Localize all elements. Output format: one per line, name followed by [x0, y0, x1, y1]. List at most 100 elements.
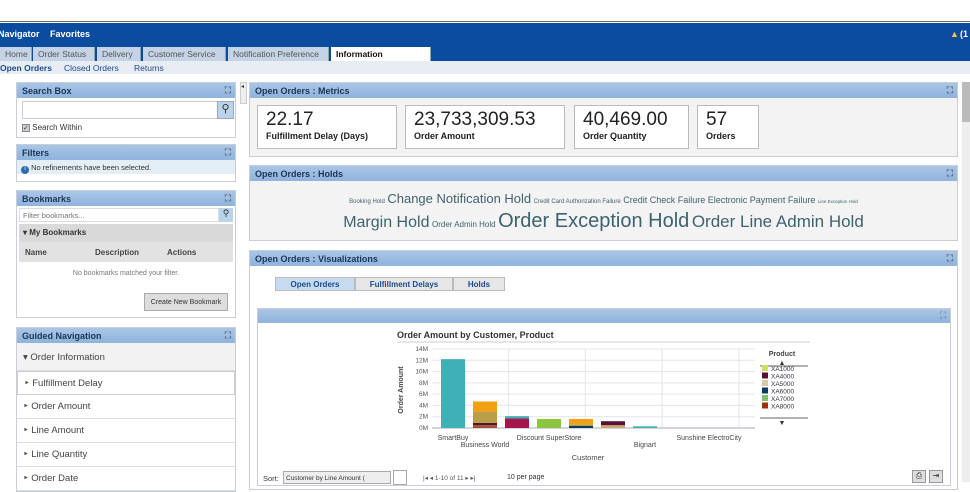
y-tick-label: 8M [419, 380, 428, 387]
filter-bookmarks-input[interactable] [19, 208, 219, 222]
maximize-icon[interactable]: ⛶ [946, 253, 953, 263]
nav-item-line-quantity[interactable]: ‣ Line Quantity [17, 443, 235, 467]
hold-order-admin[interactable]: Order Admin Hold [431, 220, 496, 229]
holds-panel: Open Orders : Holds ⛶ Booking Hold Change… [249, 165, 958, 241]
item-label: Order Date [31, 473, 79, 484]
col-name[interactable]: Name [25, 248, 47, 257]
metric-value: 22.17 [266, 109, 314, 130]
tab-customer-service[interactable]: Customer Service [143, 47, 226, 61]
print-icon[interactable]: ⎙ [912, 470, 926, 483]
metrics-panel: Open Orders : Metrics ⛶ 22.17 Fulfillment … [249, 82, 958, 157]
item-label: Fulfillment Delay [32, 378, 103, 389]
navigator-menu[interactable]: Navigator [0, 29, 40, 39]
bell-icon[interactable]: ▲ [950, 29, 959, 39]
x-tick-label: Bignart [634, 442, 656, 449]
holds-cloud-row2: Margin Hold Order Admin Hold Order Excep… [250, 210, 957, 233]
maximize-icon[interactable]: ⛶ [224, 330, 231, 340]
y-tick-label: 2M [419, 414, 428, 421]
panel-title: Search Box [22, 86, 72, 96]
search-within-checkbox[interactable]: ✓ Search Within [22, 123, 83, 132]
per-page[interactable]: 10 per page [507, 474, 545, 481]
filters-panel: Filters ⛶ i No refinements have been sele… [16, 144, 236, 182]
tab-delivery[interactable]: Delivery [97, 47, 141, 61]
metric-value: 40,469.00 [583, 109, 668, 130]
metric-order-quantity[interactable]: 40,469.00 Order Quantity [574, 105, 689, 149]
sort-direction-button[interactable] [393, 470, 407, 485]
col-actions[interactable]: Actions [167, 248, 197, 257]
subnav-open-orders[interactable]: Open Orders [0, 63, 52, 73]
maximize-icon[interactable]: ⛶ [946, 85, 953, 95]
pager[interactable]: |◂ ◂ 1-10 of 11 ▸ ▸| [423, 475, 476, 482]
favorites-menu[interactable]: Favorites [50, 29, 91, 39]
tab-notification-preference[interactable]: Notification Preference [228, 47, 329, 61]
group-label: My Bookmarks [29, 228, 87, 237]
maximize-icon[interactable]: ⛶ [946, 168, 953, 178]
legend-label: XA4000 [771, 374, 795, 381]
filters-message: No refinements have been selected. [31, 163, 152, 172]
bar-segment [505, 418, 529, 428]
item-label: Line Quantity [31, 449, 88, 460]
search-within-label: Search Within [32, 123, 83, 132]
y-tick-label: 4M [419, 402, 428, 409]
collapse-sidebar-handle[interactable]: ◂ [240, 82, 247, 104]
legend-label: XA7000 [771, 396, 795, 403]
hold-credit-check[interactable]: Credit Check Failure [623, 195, 706, 205]
scrollbar[interactable] [962, 82, 970, 482]
maximize-icon[interactable]: ⛶ [224, 85, 231, 95]
viz-tab-fulfillment-delays[interactable]: Fulfillment Delays [355, 277, 453, 291]
chart-title: Order Amount by Customer, Product [397, 330, 554, 340]
bar-segment [505, 416, 529, 419]
group-label: Order Information [30, 352, 105, 363]
hold-margin[interactable]: Margin Hold [343, 214, 430, 231]
hold-credit-card-auth[interactable]: Credit Card Authorization Failure [533, 199, 621, 205]
bar-segment [473, 401, 497, 412]
item-label: Order Amount [31, 401, 91, 412]
export-icon[interactable]: ⇥ [929, 470, 943, 483]
maximize-icon[interactable]: ⛶ [224, 147, 231, 157]
x-tick-label: Business World [461, 442, 510, 449]
subnav-returns[interactable]: Returns [134, 63, 164, 73]
holds-cloud-row1: Booking Hold Change Notification Hold Cr… [250, 191, 957, 206]
search-icon[interactable]: ⚲ [219, 208, 233, 222]
viz-tab-holds[interactable]: Holds [453, 277, 505, 291]
hold-order-line-admin[interactable]: Order Line Admin Hold [691, 212, 864, 231]
legend-swatch [762, 372, 768, 379]
metric-fulfillment-delay[interactable]: 22.17 Fulfillment Delay (Days) [257, 105, 397, 149]
metric-order-amount[interactable]: 23,733,309.53 Order Amount [405, 105, 565, 149]
viz-tab-open-orders[interactable]: Open Orders [275, 277, 355, 291]
search-icon[interactable]: ⚲ [217, 101, 234, 119]
bar-segment [441, 359, 465, 428]
metric-value: 57 [706, 109, 728, 130]
x-tick-label: SmartBuy [438, 435, 469, 442]
x-axis-label: Customer [572, 453, 605, 462]
tab-order-status[interactable]: Order Status [33, 47, 95, 61]
hold-change-notification[interactable]: Change Notification Hold [387, 191, 532, 206]
metric-orders[interactable]: 57 Orders [697, 105, 759, 149]
sort-select[interactable]: Customer by Line Amount ( [283, 471, 391, 484]
notification-count[interactable]: (1 [960, 29, 969, 39]
y-tick-label: 12M [415, 357, 428, 364]
page-header-strip [0, 0, 970, 22]
maximize-icon[interactable]: ⛶ [224, 193, 231, 203]
x-tick-label: Sunshine ElectroCity [677, 435, 742, 442]
legend-title: Product [769, 351, 796, 358]
hold-electronic-payment[interactable]: Electronic Payment Failure [707, 195, 816, 205]
sort-label: Sort: [263, 474, 279, 483]
bookmarks-panel: Bookmarks ⛶ ⚲ ▾ My Bookmarks Name Descrip… [16, 190, 236, 318]
hold-order-exception[interactable]: Order Exception Hold [498, 210, 690, 232]
bar-segment [537, 418, 561, 428]
maximize-icon[interactable]: ⛶ [939, 310, 946, 320]
group-order-information[interactable]: ▾ Order Information [17, 343, 235, 371]
hold-booking[interactable]: Booking Hold [349, 199, 385, 205]
nav-item-order-amount[interactable]: ‣ Order Amount [17, 395, 235, 419]
nav-item-line-amount[interactable]: ‣ Line Amount [17, 419, 235, 443]
create-bookmark-button[interactable]: Create New Bookmark [144, 293, 228, 311]
nav-item-fulfillment-delay[interactable]: ‣ Fulfillment Delay [17, 371, 235, 395]
tab-home[interactable]: Home [0, 47, 32, 61]
subnav: Open Orders Closed Orders Returns [0, 61, 970, 74]
subnav-closed-orders[interactable]: Closed Orders [64, 63, 119, 73]
bar-segment [473, 411, 497, 423]
my-bookmarks-group[interactable]: ▾ My Bookmarks [19, 224, 233, 242]
hold-line-exception[interactable]: Line Exception Hold [817, 199, 858, 204]
col-description[interactable]: Description [95, 248, 140, 257]
